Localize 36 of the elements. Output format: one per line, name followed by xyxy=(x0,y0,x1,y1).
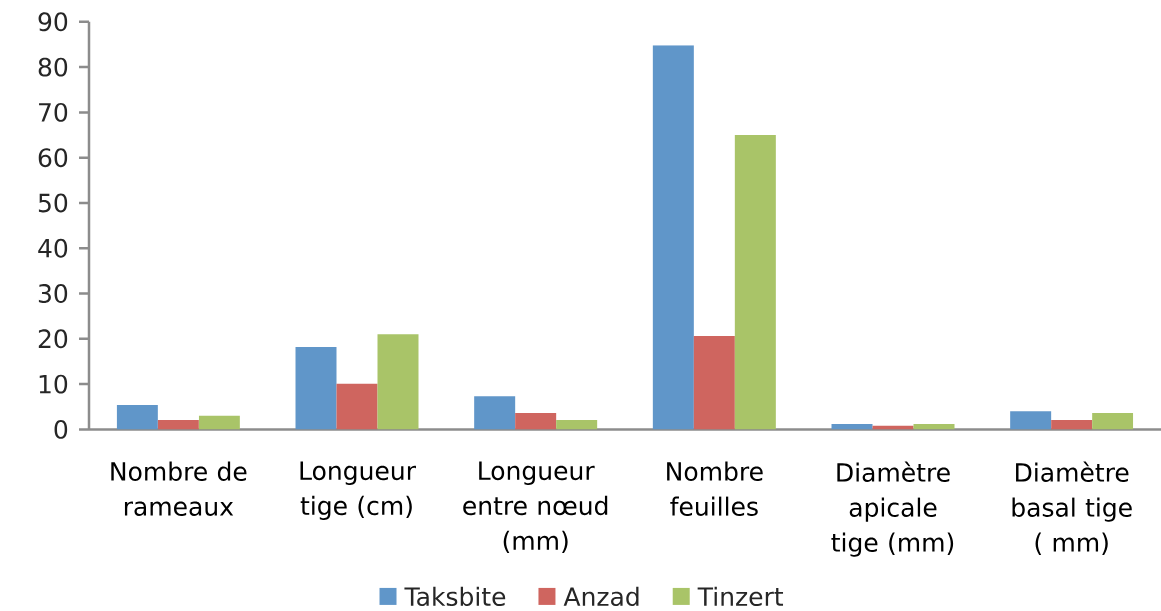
legend-label: Tinzert xyxy=(697,586,784,607)
bar xyxy=(1051,419,1093,430)
y-tick-label: 60 xyxy=(38,148,68,168)
bar xyxy=(295,346,337,430)
bar xyxy=(831,423,873,430)
x-tick-label: Nombre feuilles xyxy=(667,461,763,516)
x-tick-label: Longueur tige (cm) xyxy=(300,461,416,521)
y-tick-label: 30 xyxy=(38,284,68,303)
bar xyxy=(1010,411,1052,430)
bar xyxy=(157,419,199,430)
bar xyxy=(1092,413,1134,430)
bar xyxy=(556,419,598,430)
bar xyxy=(336,383,378,430)
bar xyxy=(652,45,694,430)
legend-label: Anzad xyxy=(563,586,639,607)
bar xyxy=(734,135,776,430)
legend-label: Taksbite xyxy=(404,586,506,607)
y-tick-label: 10 xyxy=(39,374,68,394)
x-tick-label: Diamètre apicale tige (mm) xyxy=(831,461,954,557)
y-tick-label: 70 xyxy=(39,102,68,122)
bar xyxy=(116,404,158,430)
bar xyxy=(515,413,557,430)
x-tick-label: Diamètre basal tige ( mm) xyxy=(1012,461,1132,555)
y-tick-label: 80 xyxy=(38,57,68,77)
bar xyxy=(913,423,955,430)
y-tick-label: 40 xyxy=(38,238,68,258)
bar xyxy=(693,336,735,430)
y-tick-label: 90 xyxy=(38,12,68,32)
bar xyxy=(377,334,419,430)
y-tick-label: 20 xyxy=(38,329,68,349)
bar xyxy=(474,396,516,430)
y-tick-label: 50 xyxy=(38,193,68,213)
bar xyxy=(198,415,240,430)
y-tick-label: 0 xyxy=(54,419,68,439)
x-tick-label: Longueur entre nœud (mm) xyxy=(463,461,608,554)
x-tick-label: Nombre de rameaux xyxy=(111,461,247,516)
